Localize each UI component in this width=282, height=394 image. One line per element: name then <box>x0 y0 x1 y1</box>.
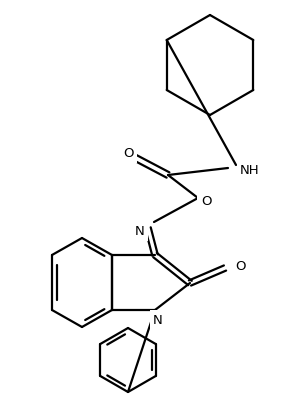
Text: NH: NH <box>240 164 260 177</box>
Text: O: O <box>235 260 246 273</box>
Text: O: O <box>201 195 211 208</box>
Text: N: N <box>153 314 163 327</box>
Text: N: N <box>135 225 145 238</box>
Text: O: O <box>123 147 133 160</box>
